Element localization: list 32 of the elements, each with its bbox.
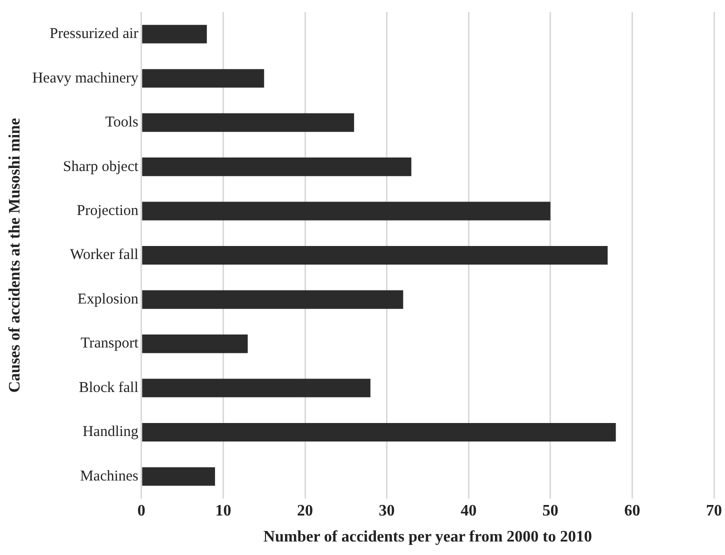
y-tick-label: Heavy machinery [32, 70, 139, 86]
bar [142, 246, 608, 265]
x-tick-label: 60 [624, 502, 640, 520]
x-axis-title: Number of accidents per year from 2000 to 2010 [263, 528, 592, 546]
y-tick-label: Pressurized air [50, 26, 138, 42]
bar [142, 69, 264, 88]
bar [142, 290, 404, 309]
y-tick-label: Block fall [78, 380, 138, 396]
x-tick-label: 50 [542, 502, 558, 520]
bar [142, 202, 550, 220]
bar [142, 422, 616, 442]
y-tick-label: Transport [80, 336, 140, 352]
bar [142, 467, 216, 486]
x-tick-label: 10 [215, 502, 232, 520]
x-tick-label: 30 [378, 502, 395, 520]
y-tick-label: Tools [105, 114, 139, 131]
bar [142, 378, 370, 398]
y-tick-label: Machines [80, 468, 139, 484]
x-tick-label: 70 [706, 502, 722, 520]
y-tick-label: Sharp object [62, 158, 140, 175]
y-tick-label: Worker fall [70, 247, 138, 264]
y-axis-title: Causes of accidents at the Musoshi mine [6, 118, 24, 393]
y-tick-label: Projection [76, 203, 139, 219]
bar [142, 334, 248, 354]
y-tick-label: Explosion [78, 291, 139, 308]
x-tick-label: 0 [137, 502, 146, 520]
bar [142, 158, 412, 176]
bar [142, 113, 354, 132]
x-tick-label: 40 [460, 502, 477, 520]
y-tick-label: Handling [82, 424, 139, 440]
x-tick-label: 20 [297, 502, 313, 520]
bar [142, 24, 207, 44]
